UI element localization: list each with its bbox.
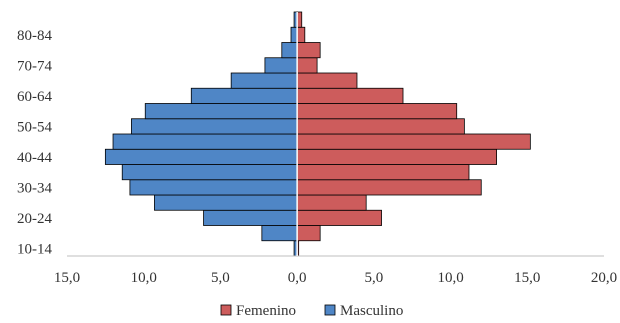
legend-swatch-femenino: [220, 304, 232, 316]
bar-masculino-40-44: [104, 148, 298, 165]
bar-femenino-80-84: [296, 26, 306, 43]
x-axis-tick-labels: 15,0 10,0 5,0 0,0 5,0 10,0 15,0 20,0: [54, 270, 617, 286]
bar-masculino-80-84: [290, 26, 298, 43]
legend: Femenino Masculino: [220, 303, 403, 319]
y-tick-label: 50-54: [17, 119, 52, 135]
bars: [104, 11, 531, 257]
y-tick-label: 10-14: [17, 241, 52, 257]
bar-masculino-30-34: [129, 179, 298, 196]
bar-masculino-65-69: [230, 72, 298, 89]
bar-masculino-75-79: [281, 42, 298, 59]
bar-masculino-25-29: [154, 194, 298, 211]
bar-masculino-50-54: [131, 118, 298, 135]
y-tick-label: 70-74: [17, 58, 52, 74]
y-tick-label: 20-24: [17, 211, 52, 227]
y-tick-label: 60-64: [17, 89, 52, 105]
x-tick-label: 20,0: [591, 270, 617, 286]
bar-masculino-20-24: [203, 209, 298, 226]
bar-femenino-15-19: [296, 225, 321, 242]
x-tick-label: 15,0: [54, 270, 80, 286]
y-axis-tick-labels: 10-14 20-24 30-34 40-44 50-54 60-64 70-74 80-84: [17, 28, 52, 258]
x-tick-label: 5,0: [211, 270, 230, 286]
bar-femenino-40-44: [296, 148, 498, 165]
x-tick-label: 15,0: [514, 270, 540, 286]
bar-femenino-75-79: [296, 42, 321, 59]
bar-femenino-25-29: [296, 194, 367, 211]
x-tick-label: 0,0: [288, 270, 307, 286]
x-tick-label: 5,0: [364, 270, 383, 286]
bar-femenino-55-59: [296, 103, 458, 120]
legend-label-femenino: Femenino: [236, 303, 296, 319]
axes: [67, 12, 604, 257]
y-tick-label: 40-44: [17, 150, 52, 166]
bar-femenino-65-69: [296, 72, 358, 89]
bar-masculino-15-19: [261, 225, 298, 242]
bar-femenino-35-39: [296, 164, 470, 181]
legend-label-masculino: Masculino: [340, 303, 403, 319]
bar-masculino-35-39: [121, 164, 298, 181]
bar-femenino-20-24: [296, 209, 382, 226]
y-tick-label: 30-34: [17, 180, 52, 196]
y-tick-label: 80-84: [17, 28, 52, 44]
bar-masculino-45-49: [112, 133, 298, 150]
legend-swatch-masculino: [324, 304, 336, 316]
x-tick-label: 10,0: [131, 270, 157, 286]
bar-femenino-60-64: [296, 87, 404, 104]
bar-masculino-60-64: [190, 87, 298, 104]
bar-masculino-70-74: [264, 57, 298, 74]
bar-femenino-70-74: [296, 57, 318, 74]
bar-femenino-50-54: [296, 118, 465, 135]
bar-masculino-55-59: [144, 103, 298, 120]
x-tick-label: 10,0: [437, 270, 463, 286]
bar-femenino-30-34: [296, 179, 482, 196]
bar-femenino-45-49: [296, 133, 531, 150]
